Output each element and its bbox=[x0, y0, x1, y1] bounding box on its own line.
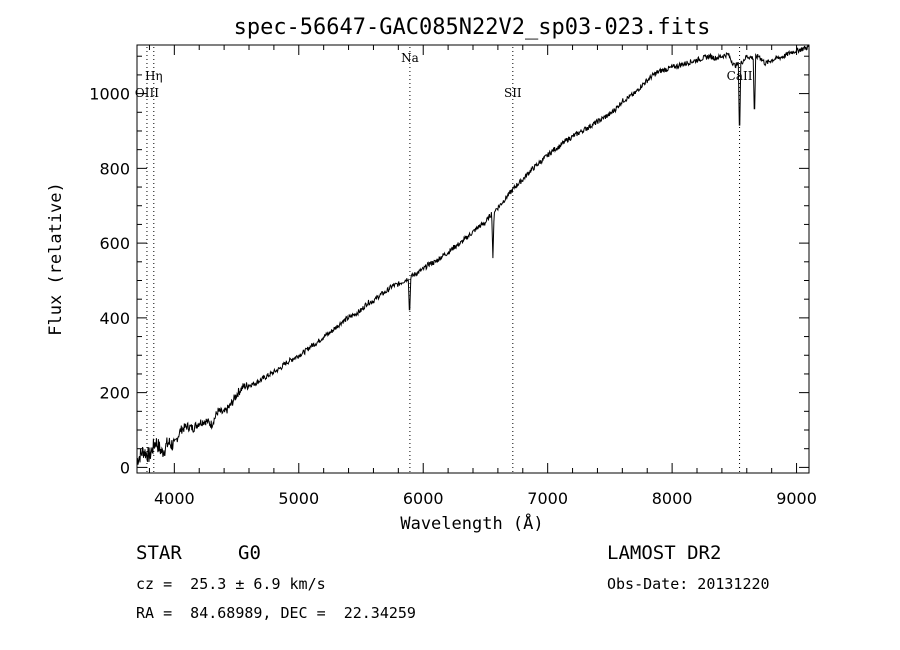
spectrum-line bbox=[136, 44, 810, 465]
line-marker-label: Na bbox=[401, 51, 419, 65]
y-tick-label: 0 bbox=[120, 458, 130, 477]
observation-date: Obs-Date: 20131220 bbox=[607, 575, 770, 593]
coordinates: RA = 84.68989, DEC = 22.34259 bbox=[136, 604, 416, 622]
chart-title: spec-56647-GAC085N22V2_sp03-023.fits bbox=[234, 15, 711, 40]
x-tick-label: 9000 bbox=[776, 489, 817, 508]
y-tick-label: 400 bbox=[99, 309, 130, 328]
x-tick-label: 4000 bbox=[154, 489, 195, 508]
redshift-info: cz = 25.3 ± 6.9 km/s bbox=[136, 575, 326, 593]
x-axis-label: Wavelength (Å) bbox=[400, 512, 543, 534]
line-marker-label: CaII bbox=[727, 69, 753, 83]
plot-frame bbox=[136, 44, 810, 474]
x-tick-label: 7000 bbox=[527, 489, 568, 508]
y-tick-label: 200 bbox=[99, 384, 130, 403]
x-tick-label: 6000 bbox=[403, 489, 444, 508]
y-tick-label: 1000 bbox=[89, 85, 130, 104]
x-tick-label: 8000 bbox=[652, 489, 693, 508]
object-class: STAR bbox=[136, 542, 182, 564]
line-marker-label: OIII bbox=[135, 86, 159, 100]
tick-labels: 4000 5000 6000 7000 8000 9000 0 200 400 600 800 100… bbox=[89, 85, 817, 508]
emission-line-markers: Hη OIII Na SII CaII bbox=[135, 47, 753, 473]
object-subclass: G0 bbox=[238, 542, 261, 564]
y-axis-label: Flux (relative) bbox=[46, 182, 66, 336]
survey-name: LAMOST DR2 bbox=[607, 542, 722, 564]
y-tick-label: 600 bbox=[99, 234, 130, 253]
line-marker-label: SII bbox=[504, 86, 522, 100]
y-tick-label: 800 bbox=[99, 159, 130, 178]
x-tick-label: 5000 bbox=[278, 489, 319, 508]
line-marker-label: Hη bbox=[145, 69, 163, 83]
axis-ticks bbox=[137, 45, 809, 473]
